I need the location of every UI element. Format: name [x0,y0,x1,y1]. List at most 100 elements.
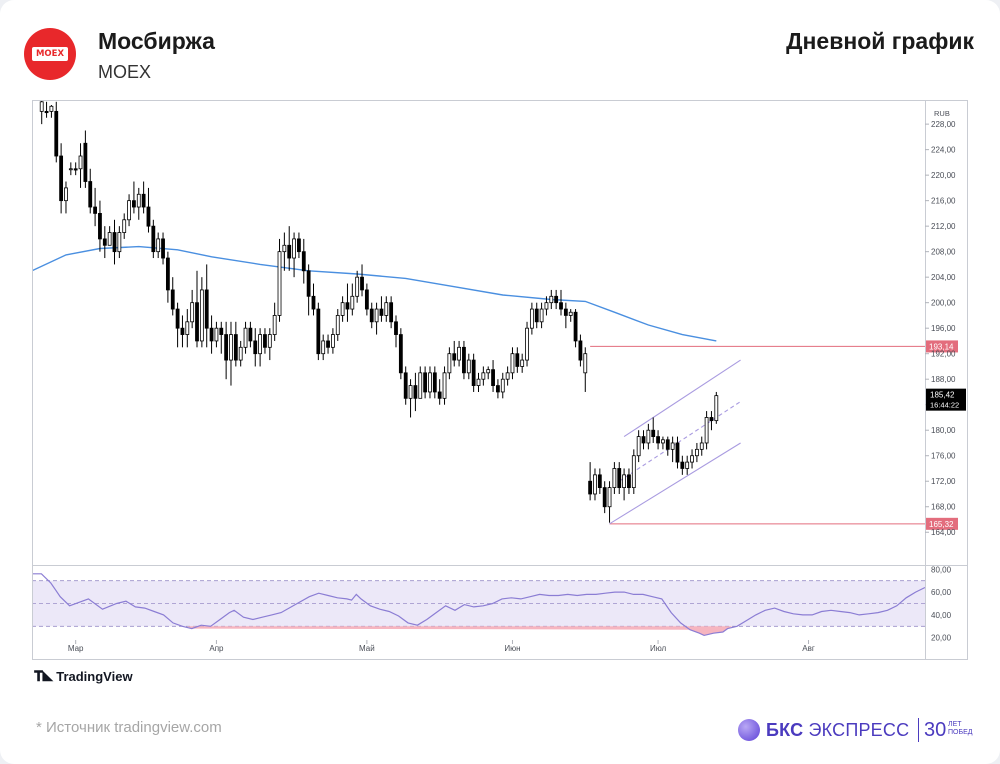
candle-body [54,110,59,157]
candle [122,213,127,239]
candle [607,481,612,523]
candle [622,468,627,501]
candle-body [335,315,340,335]
oscillator-tick-label: 40,00 [931,611,952,620]
candle-body [476,378,481,386]
candle-body [641,436,646,444]
candle-body [428,372,432,393]
candle [156,232,161,259]
candle [534,302,539,329]
candle-body [520,359,525,367]
candle [428,366,432,399]
candle [588,462,593,501]
candle-body [224,334,229,361]
candle-body [593,474,597,495]
candle [612,462,617,494]
candle-body [539,308,544,323]
candle-body [481,372,486,380]
moving-average-line [31,245,717,342]
candle-body [690,455,694,463]
candle [690,449,694,469]
candle [141,181,146,214]
candle [195,270,199,348]
last-price-time: 16:44:22 [930,401,959,410]
source-note: * Источник tradingview.com [36,719,222,736]
candle [578,334,583,367]
candle [297,232,301,259]
candle [442,366,447,405]
candle [709,411,714,431]
candle [471,353,476,392]
candle [389,296,394,329]
candle-body [685,461,690,469]
candle-body [394,321,398,335]
candle-body [306,270,311,297]
candle-body [568,311,573,316]
oscillator-band [32,580,925,627]
candle [665,436,670,456]
candle [253,328,258,367]
candle-body [432,372,437,393]
candle-body [190,302,195,323]
candle-body [486,369,491,374]
candle-body [694,448,699,457]
candle-body [165,257,170,291]
candle [364,283,369,316]
candle-body [112,232,117,253]
candle [694,442,699,463]
axes [32,100,968,660]
currency-label: RUB [934,109,950,118]
price-tick-label: 176,00 [931,452,956,461]
candle [476,372,481,392]
candle-body [442,372,447,399]
candle-body [491,369,495,386]
candle-body [263,334,267,348]
price-tick-label: 224,00 [931,146,956,155]
candle-body [122,219,127,233]
candle-body [214,327,219,342]
candle-body [229,334,233,361]
candle-body [374,308,379,323]
candle [661,436,665,450]
candle-body [301,251,306,272]
candle-body [258,334,263,355]
candle-body [447,353,452,374]
candle [403,366,408,405]
candle [214,321,219,348]
candle [593,468,597,501]
candle [39,98,44,125]
candle-body [233,334,238,361]
candle-body [413,385,418,399]
candle-body [267,334,272,348]
candle [345,283,350,322]
candle [68,162,73,176]
candle-body [59,155,64,202]
candle-body [544,302,549,310]
candle [573,309,578,348]
candle [98,200,102,252]
candle [335,309,340,341]
candle [209,315,214,354]
candle-body [180,327,185,335]
candle-body [199,289,204,342]
tradingview-logo-icon: 𝐓◣ [34,668,53,684]
candle-body [646,429,651,444]
candle [44,101,49,118]
candle [408,379,413,418]
candle-body [418,372,423,399]
candle [646,423,651,450]
candle [83,130,88,188]
candle-body [714,395,719,422]
candle-body [457,346,461,361]
time-tick-label: Авг [802,644,815,653]
last-price-label: 185,42 [930,391,955,400]
candle [78,143,83,188]
time-tick-label: Мар [68,644,84,653]
candle [263,328,267,354]
candle-body [602,487,607,508]
candle-body [93,206,97,214]
candle [248,321,253,348]
moex-logo-text: MOEX [32,47,68,61]
candle [229,321,233,386]
